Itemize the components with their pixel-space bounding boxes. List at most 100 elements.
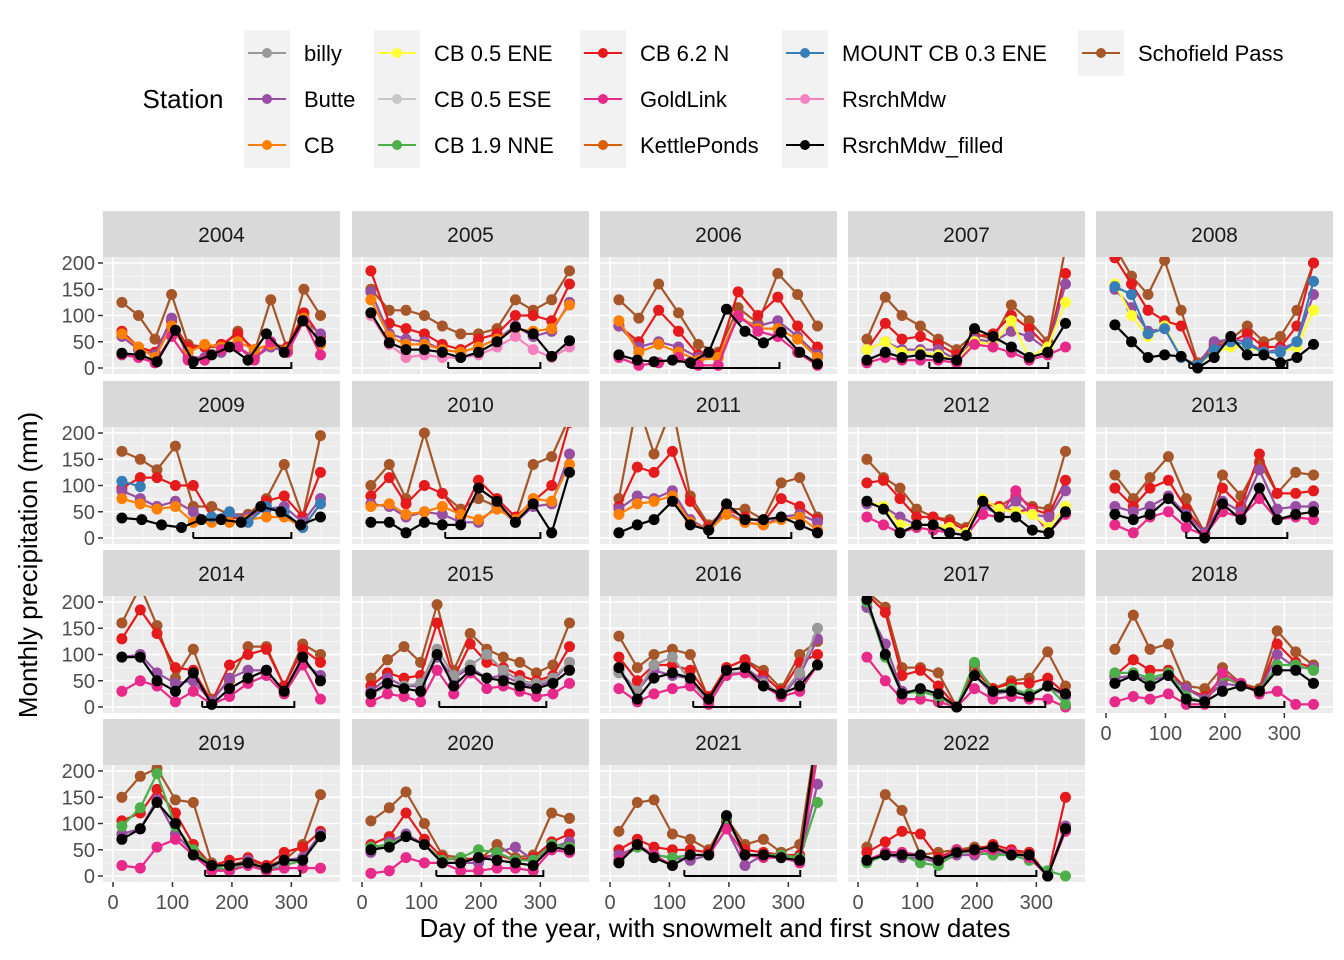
data-point xyxy=(315,511,326,523)
snow-season-bracket xyxy=(707,532,793,539)
data-point xyxy=(116,633,128,645)
data-point xyxy=(365,516,377,528)
data-point xyxy=(794,649,806,660)
data-point xyxy=(896,333,908,345)
series xyxy=(861,823,1071,882)
y-tick-label: 100 xyxy=(62,645,95,667)
data-point xyxy=(1241,338,1253,350)
facet-panel: 2012 xyxy=(848,381,1085,544)
data-point xyxy=(1271,649,1283,660)
data-point xyxy=(1127,514,1139,526)
data-point xyxy=(1109,508,1121,520)
data-point xyxy=(1290,487,1302,499)
data-point xyxy=(987,341,999,353)
x-axis-label: Day of the year, with snowmelt and first… xyxy=(419,913,1010,943)
data-point xyxy=(187,667,199,679)
data-point xyxy=(418,516,430,528)
data-point xyxy=(116,617,128,629)
data-point xyxy=(1144,501,1156,512)
facet-strip-label: 2010 xyxy=(447,394,494,417)
data-point xyxy=(365,672,377,684)
facet-strip xyxy=(103,550,340,596)
data-point xyxy=(415,685,427,697)
facet-strip xyxy=(1096,211,1333,257)
x-tick-label: 100 xyxy=(1149,723,1182,745)
data-point xyxy=(564,299,575,311)
facet-strip-label: 2022 xyxy=(943,732,990,755)
data-point xyxy=(1023,849,1035,861)
data-point xyxy=(134,472,146,484)
y-tick-label: 150 xyxy=(62,279,95,301)
data-point xyxy=(739,654,751,666)
data-point xyxy=(648,466,660,478)
data-point xyxy=(365,307,377,319)
legend: Station billy Butte CB CB 0.5 ENE CB 0.5 ESE… xyxy=(143,30,1284,168)
data-point xyxy=(1005,341,1017,353)
data-point xyxy=(914,828,926,840)
data-point xyxy=(151,472,163,484)
data-layer xyxy=(116,430,326,533)
facet-strip xyxy=(352,211,589,257)
data-point xyxy=(169,440,181,452)
data-point xyxy=(757,680,769,692)
data-point xyxy=(383,472,395,484)
data-point xyxy=(1253,448,1265,460)
data-point xyxy=(861,453,873,465)
data-point xyxy=(455,352,467,363)
data-point xyxy=(951,846,963,858)
data-point xyxy=(235,516,247,528)
data-point xyxy=(613,630,625,642)
data-point xyxy=(1005,299,1017,311)
data-point xyxy=(1241,320,1253,332)
data-point xyxy=(977,508,989,520)
series xyxy=(116,604,326,708)
data-point xyxy=(297,651,309,663)
data-point xyxy=(1126,289,1137,300)
data-point xyxy=(812,622,823,634)
data-point xyxy=(1043,511,1055,523)
data-point xyxy=(1274,331,1286,342)
data-point xyxy=(1060,870,1071,882)
facet-strip-label: 2021 xyxy=(695,732,742,755)
legend-entry: CB 1.9 NNE xyxy=(374,122,554,168)
data-point xyxy=(1162,451,1174,463)
data-point xyxy=(911,519,923,531)
legend-key-point xyxy=(262,140,272,150)
data-point xyxy=(648,659,660,671)
data-point xyxy=(914,683,926,695)
data-point xyxy=(1290,698,1302,710)
facet-strip-label: 2011 xyxy=(696,394,741,417)
data-point xyxy=(631,693,643,705)
legend-key-point xyxy=(392,48,402,58)
data-point xyxy=(260,643,272,655)
data-point xyxy=(775,688,787,700)
data-point xyxy=(1042,672,1054,684)
data-point xyxy=(861,333,873,345)
data-point xyxy=(703,346,715,358)
legend-entry: CB 0.5 ESE xyxy=(374,76,551,122)
x-tick-label: 100 xyxy=(653,892,686,914)
data-point xyxy=(648,514,660,526)
data-point xyxy=(436,320,448,332)
data-point xyxy=(431,664,443,676)
data-point xyxy=(1241,328,1253,340)
data-point xyxy=(631,461,643,473)
y-tick-label: 100 xyxy=(62,306,95,328)
facet-strip xyxy=(352,719,589,765)
data-point xyxy=(242,664,254,676)
data-point xyxy=(116,296,128,308)
data-point xyxy=(134,862,146,874)
data-point xyxy=(692,338,704,350)
data-point xyxy=(878,474,889,486)
data-point xyxy=(1060,278,1071,290)
data-point xyxy=(564,278,575,290)
data-point xyxy=(1144,672,1156,684)
legend-entry: KettlePonds xyxy=(580,122,759,168)
data-point xyxy=(757,514,769,526)
data-point xyxy=(400,807,412,819)
data-point xyxy=(527,328,539,340)
data-point xyxy=(1005,315,1017,327)
data-point xyxy=(187,685,199,697)
data-point xyxy=(1217,498,1228,510)
